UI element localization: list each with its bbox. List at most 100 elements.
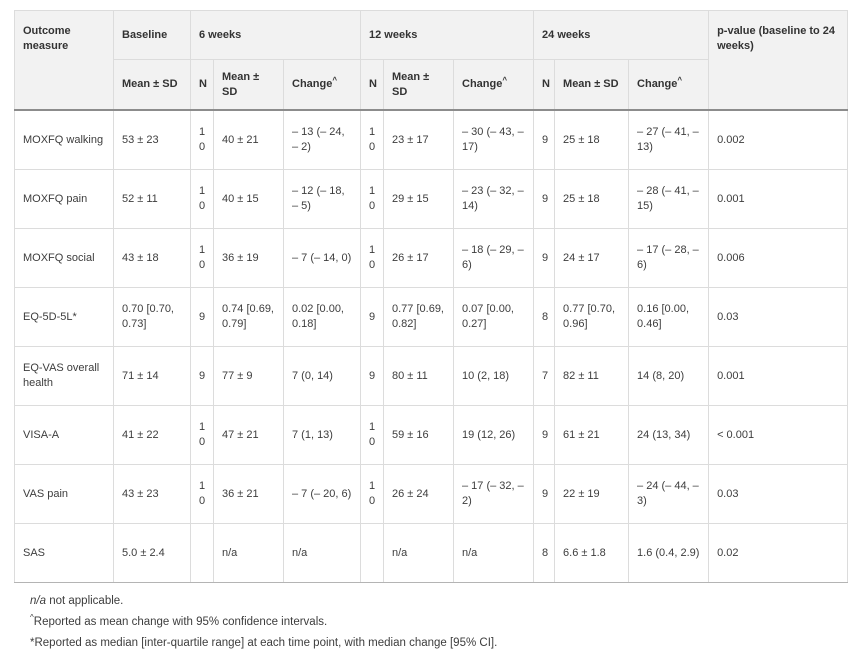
cell-mean6: 47 ± 21: [213, 405, 284, 465]
cell-n12: 9: [360, 287, 384, 347]
change-label: Change: [292, 78, 333, 91]
cell-p-value: 0.03: [708, 287, 849, 347]
footnote-change-definition: ^Reported as mean change with 95% confid…: [30, 614, 848, 628]
cell-change24: – 27 (– 41, – 13): [628, 109, 710, 170]
cell-mean12: 59 ± 16: [383, 405, 454, 465]
cell-n12: [360, 523, 384, 583]
col-header-12-weeks: 12 weeks: [359, 10, 535, 60]
cell-measure: EQ-5D-5L*: [14, 287, 114, 347]
cell-change12: 10 (2, 18): [452, 346, 535, 406]
subheader-12w-mean-sd: Mean ± SD: [383, 59, 454, 111]
cell-n6: 10: [190, 405, 214, 465]
cell-n12: 10: [360, 109, 384, 170]
cell-n24: 9: [533, 405, 556, 465]
cell-change12: – 23 (– 32, – 14): [452, 169, 535, 229]
cell-change6: 7 (1, 13): [283, 405, 361, 465]
cell-change6: – 13 (– 24, – 2): [283, 109, 361, 170]
cell-mean6: 40 ± 15: [213, 169, 284, 229]
cell-measure: MOXFQ pain: [14, 169, 114, 229]
cell-n24: 9: [533, 464, 556, 524]
cell-mean6: 77 ± 9: [213, 346, 284, 406]
cell-baseline: 43 ± 23: [113, 464, 191, 524]
cell-measure: VAS pain: [14, 464, 114, 524]
cell-n6: 9: [190, 346, 214, 406]
cell-change24: 14 (8, 20): [628, 346, 710, 406]
cell-measure: MOXFQ walking: [14, 109, 114, 170]
subheader-24w-mean-sd: Mean ± SD: [554, 59, 630, 111]
cell-p-value: 0.02: [708, 523, 849, 583]
cell-n12: 10: [360, 228, 384, 288]
col-header-baseline: Baseline: [113, 10, 191, 60]
col-header-24-weeks: 24 weeks: [533, 10, 710, 60]
cell-p-value: 0.001: [708, 346, 849, 406]
table-row-vas-pain: VAS pain 43 ± 23 10 36 ± 21 – 7 (– 20, 6…: [14, 464, 849, 524]
cell-n6: 9: [190, 287, 214, 347]
cell-change24: 24 (13, 34): [628, 405, 710, 465]
cell-mean6: 40 ± 21: [213, 109, 284, 170]
cell-baseline: 53 ± 23: [113, 109, 191, 170]
change-superscript: ^: [502, 75, 508, 85]
cell-baseline: 41 ± 22: [113, 405, 191, 465]
cell-measure: EQ-VAS overall health: [14, 346, 114, 406]
table-row-moxfq-pain: MOXFQ pain 52 ± 11 10 40 ± 15 – 12 (– 18…: [14, 169, 849, 229]
footnote-na-text: not applicable.: [46, 595, 124, 607]
cell-change12: 19 (12, 26): [452, 405, 535, 465]
cell-change24: – 17 (– 28, – 6): [628, 228, 710, 288]
cell-change24: – 28 (– 41, – 15): [628, 169, 710, 229]
cell-baseline: 5.0 ± 2.4: [113, 523, 191, 583]
cell-baseline: 43 ± 18: [113, 228, 191, 288]
cell-mean6: 0.74 [0.69, 0.79]: [213, 287, 284, 347]
subheader-24w-n: N: [533, 59, 556, 111]
cell-p-value: 0.006: [708, 228, 849, 288]
cell-n12: 10: [360, 464, 384, 524]
footnote-na-term: n/a: [30, 595, 46, 607]
col-header-outcome-measure: Outcome measure: [14, 10, 114, 111]
cell-mean12: 29 ± 15: [383, 169, 454, 229]
cell-n6: 10: [190, 228, 214, 288]
cell-mean12: 80 ± 11: [383, 346, 454, 406]
cell-change12: n/a: [452, 523, 535, 583]
cell-change24: 0.16 [0.00, 0.46]: [628, 287, 710, 347]
footnotes: n/a not applicable. ^Reported as mean ch…: [30, 595, 848, 649]
table-row-visa-a: VISA-A 41 ± 22 10 47 ± 21 7 (1, 13) 10 5…: [14, 405, 849, 465]
subheader-baseline-mean-sd: Mean ± SD: [113, 59, 191, 111]
cell-mean6: n/a: [213, 523, 284, 583]
cell-change12: – 18 (– 29, – 6): [452, 228, 535, 288]
subheader-6w-n: N: [190, 59, 214, 111]
cell-mean12: 0.77 [0.69, 0.82]: [383, 287, 454, 347]
cell-measure: VISA-A: [14, 405, 114, 465]
cell-n6: [190, 523, 214, 583]
cell-n12: 9: [360, 346, 384, 406]
cell-mean24: 25 ± 18: [554, 169, 630, 229]
cell-mean24: 82 ± 11: [554, 346, 630, 406]
cell-mean24: 25 ± 18: [554, 109, 630, 170]
cell-change6: – 7 (– 14, 0): [283, 228, 361, 288]
cell-mean12: 26 ± 24: [383, 464, 454, 524]
cell-mean6: 36 ± 21: [213, 464, 284, 524]
cell-p-value: 0.002: [708, 109, 849, 170]
cell-measure: MOXFQ social: [14, 228, 114, 288]
cell-n6: 10: [190, 169, 214, 229]
table-row-eq-5d-5l: EQ-5D-5L* 0.70 [0.70, 0.73] 9 0.74 [0.69…: [14, 287, 849, 347]
cell-change12: 0.07 [0.00, 0.27]: [452, 287, 535, 347]
cell-change12: – 17 (– 32, – 2): [452, 464, 535, 524]
subheader-12w-n: N: [360, 59, 384, 111]
cell-n24: 8: [533, 287, 556, 347]
cell-n24: 7: [533, 346, 556, 406]
cell-change24: – 24 (– 44, – 3): [628, 464, 710, 524]
cell-change6: 0.02 [0.00, 0.18]: [283, 287, 361, 347]
cell-measure: SAS: [14, 523, 114, 583]
cell-mean12: n/a: [383, 523, 454, 583]
change-superscript: ^: [677, 75, 683, 85]
cell-p-value: 0.001: [708, 169, 849, 229]
cell-baseline: 0.70 [0.70, 0.73]: [113, 287, 191, 347]
cell-change6: n/a: [283, 523, 361, 583]
cell-n24: 9: [533, 228, 556, 288]
cell-mean24: 6.6 ± 1.8: [554, 523, 630, 583]
table-row-sas: SAS 5.0 ± 2.4 n/a n/a n/a n/a 8 6.6 ± 1.…: [14, 523, 849, 583]
table-row-eq-vas: EQ-VAS overall health 71 ± 14 9 77 ± 9 7…: [14, 346, 849, 406]
footnote-median-definition: *Reported as median [inter-quartile rang…: [30, 637, 498, 649]
cell-mean24: 0.77 [0.70, 0.96]: [554, 287, 630, 347]
cell-change6: – 7 (– 20, 6): [283, 464, 361, 524]
